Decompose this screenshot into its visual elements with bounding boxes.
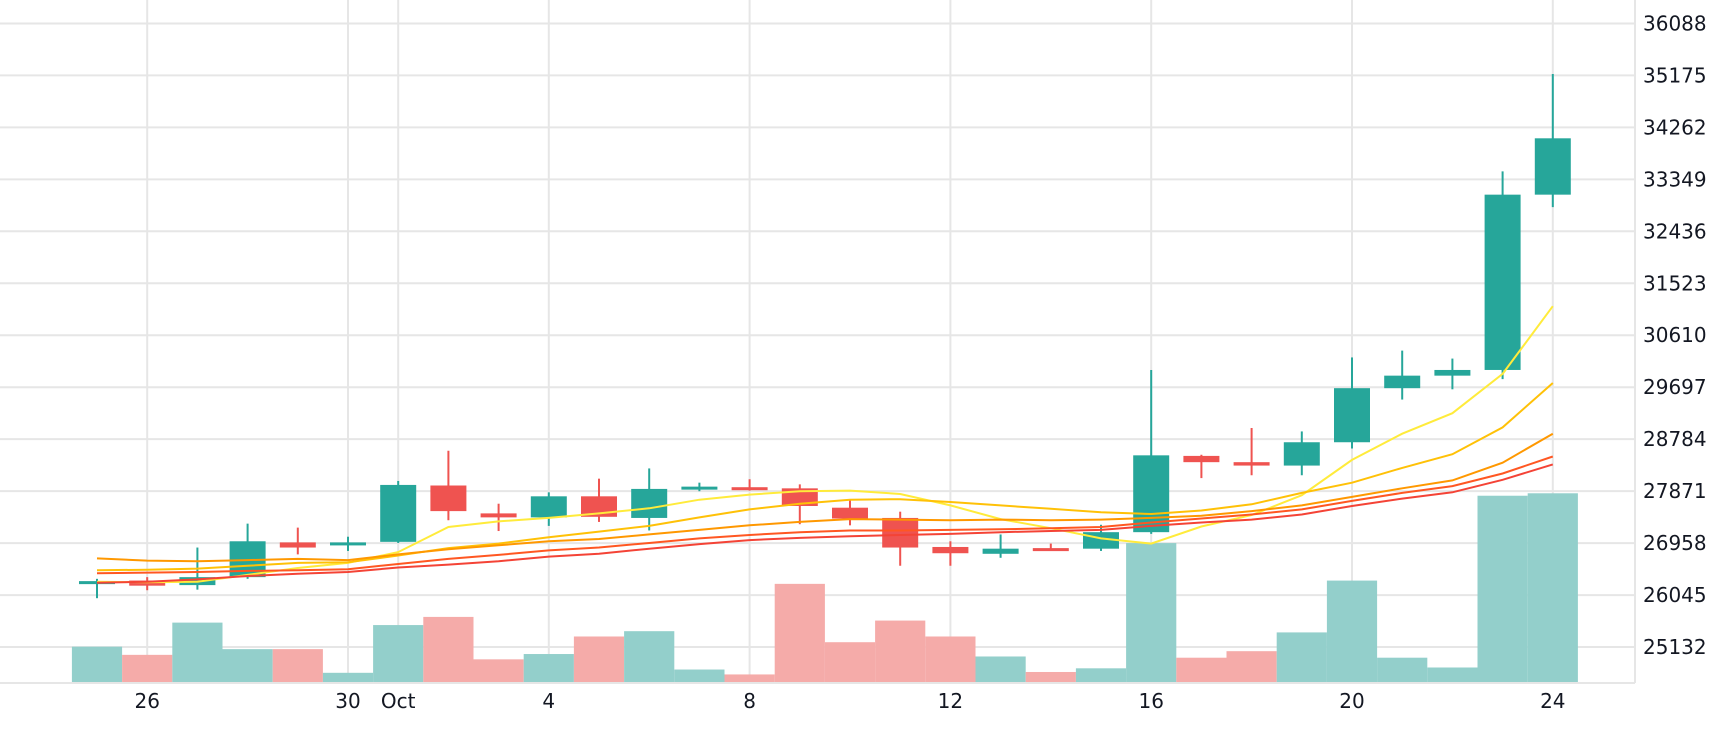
grid xyxy=(0,0,1635,683)
volume-bar xyxy=(122,654,173,683)
volume-bar xyxy=(674,669,725,683)
candle-body xyxy=(1484,194,1521,370)
volume-bar xyxy=(1025,671,1076,683)
y-tick-label: 34262 xyxy=(1643,115,1707,139)
volume-bar xyxy=(1527,493,1578,683)
x-tick-label: 30 xyxy=(335,689,360,713)
volume-bar xyxy=(824,642,876,683)
candles xyxy=(79,73,1571,599)
y-tick-label: 31523 xyxy=(1643,271,1707,295)
volume-bar xyxy=(373,625,424,683)
volume-bar xyxy=(473,659,524,683)
volume-bar xyxy=(222,649,273,683)
volume-bar xyxy=(1477,495,1528,683)
volume-bar xyxy=(172,622,223,683)
x-tick-label: 24 xyxy=(1540,689,1565,713)
volume-bar xyxy=(523,654,574,683)
candle-body xyxy=(1233,462,1270,466)
axes: 36088 35175 34262 33349 32436 31523 30610 29697… xyxy=(0,0,1707,713)
volume-bar xyxy=(975,656,1026,683)
candle-body xyxy=(330,542,366,546)
candle-body xyxy=(430,485,467,512)
y-tick-label: 28784 xyxy=(1643,427,1707,451)
candle-body xyxy=(631,488,668,518)
candle-body xyxy=(832,507,868,519)
y-tick-label: 32436 xyxy=(1643,219,1707,243)
volume-bar xyxy=(1126,543,1177,683)
candle-body xyxy=(1133,455,1170,533)
moving-average-line xyxy=(96,382,1554,572)
candle-body xyxy=(380,484,417,542)
y-tick-label: 29697 xyxy=(1643,375,1707,399)
y-tick-label: 25132 xyxy=(1643,635,1707,659)
moving-average-line xyxy=(96,463,1554,584)
candle-body xyxy=(1334,388,1370,443)
volume-bar xyxy=(322,672,374,683)
candle-body xyxy=(731,487,768,491)
y-tick-label: 26958 xyxy=(1643,531,1707,555)
x-tick-label: 4 xyxy=(542,689,555,713)
volume-bar xyxy=(423,616,474,683)
volume-bars xyxy=(71,493,1578,683)
volume-bar xyxy=(71,646,123,683)
candle-body xyxy=(1384,375,1421,389)
candle-body xyxy=(882,517,919,548)
volume-bar xyxy=(272,649,323,683)
volume-bar xyxy=(1427,667,1478,683)
candle-body xyxy=(530,496,567,518)
y-tick-label: 35175 xyxy=(1643,63,1707,87)
y-tick-label: 36088 xyxy=(1643,11,1707,35)
y-tick-label: 30610 xyxy=(1643,323,1707,347)
volume-bar xyxy=(1377,657,1428,683)
volume-bar xyxy=(573,636,625,683)
y-tick-label: 27871 xyxy=(1643,479,1707,503)
candle-body xyxy=(1534,138,1571,195)
moving-average-line xyxy=(96,455,1554,575)
moving-average-line xyxy=(96,432,1554,563)
candle-body xyxy=(681,486,718,490)
candle-body xyxy=(982,548,1019,554)
x-tick-label: 12 xyxy=(938,689,963,713)
volume-bar xyxy=(1075,668,1127,683)
x-tick-label: 16 xyxy=(1138,689,1163,713)
volume-bar xyxy=(774,583,825,683)
volume-bar xyxy=(875,620,926,683)
candle-body xyxy=(1283,442,1320,466)
candle-body xyxy=(932,546,969,554)
volume-bar xyxy=(1276,632,1327,683)
candle-body xyxy=(480,513,517,518)
volume-bar xyxy=(1226,651,1277,683)
candle-body xyxy=(1183,455,1220,463)
x-tick-label: 26 xyxy=(134,689,159,713)
candle-body xyxy=(1032,548,1069,552)
candle-body xyxy=(279,542,316,548)
y-tick-label: 26045 xyxy=(1643,583,1707,607)
x-tick-label: 20 xyxy=(1339,689,1364,713)
volume-bar xyxy=(1326,580,1378,683)
x-tick-label: Oct xyxy=(381,689,416,713)
volume-bar xyxy=(724,674,775,683)
moving-average-line xyxy=(96,305,1554,584)
volume-bar xyxy=(1176,657,1227,683)
moving-average-lines xyxy=(96,305,1554,584)
volume-bar xyxy=(624,631,675,683)
candle-body xyxy=(1434,369,1471,376)
volume-bar xyxy=(925,636,976,683)
y-tick-label: 33349 xyxy=(1643,167,1707,191)
x-tick-label: 8 xyxy=(743,689,756,713)
